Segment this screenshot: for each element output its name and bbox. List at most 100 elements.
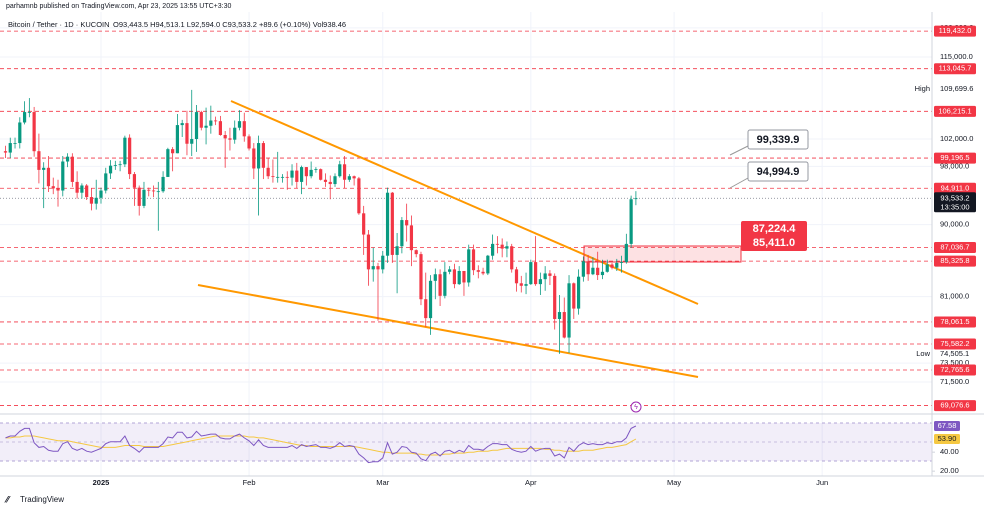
candle-body — [80, 185, 84, 193]
candle-body — [237, 121, 242, 128]
candle-body — [395, 246, 399, 255]
candle-body — [214, 120, 218, 122]
candle-body — [428, 280, 433, 319]
candle-body — [572, 283, 576, 309]
candle-body — [199, 112, 203, 128]
ohlc-line: O93,443.5 H94,513.1 L92,594.0 C93,533.2 … — [113, 20, 346, 29]
candle-body — [223, 135, 227, 139]
y-tick-label: 71,500.0 — [940, 377, 969, 386]
candle-body — [108, 165, 113, 174]
candle-body — [252, 148, 256, 169]
candle-body — [314, 169, 318, 170]
candle-body — [247, 136, 251, 149]
candle-body — [261, 143, 265, 168]
trendline-upper — [230, 100, 699, 305]
level-box — [934, 338, 976, 350]
symbol-title: Bitcoin / Tether · 1D · KUCOIN — [8, 20, 110, 29]
y-tick-label: 115,000.0 — [940, 52, 973, 61]
candle-body — [486, 255, 490, 274]
brand-logo: ⁄⁄ — [4, 494, 12, 504]
candle-body — [42, 167, 46, 170]
candle-body — [495, 243, 499, 245]
callout-box — [747, 129, 809, 150]
candle-body — [123, 137, 127, 165]
candle-body — [548, 273, 552, 276]
candle-body — [381, 255, 385, 270]
y-tick-label: 73,500.0 — [940, 358, 969, 367]
candle-body — [400, 220, 404, 247]
y-tick-label: 90,000.0 — [940, 220, 969, 229]
candle-body — [448, 269, 452, 272]
rsi-value-label: 67.58 — [938, 421, 957, 430]
candle-body — [619, 262, 624, 263]
level-label: 87,036.7 — [940, 242, 969, 251]
candle-body — [204, 125, 208, 128]
candle-body — [467, 249, 471, 283]
last-price-label: 93,533.2 — [940, 193, 969, 202]
x-tick-label: 2025 — [93, 478, 110, 487]
candle-body — [596, 267, 600, 276]
candle-body — [151, 190, 156, 192]
level-box — [934, 25, 976, 37]
level-label: 99,196.5 — [940, 153, 969, 162]
level-label: 78,061.5 — [940, 317, 969, 326]
candle-body — [371, 266, 375, 270]
marker-name: High — [915, 84, 930, 93]
candle-body — [94, 197, 98, 204]
candle-body — [586, 261, 590, 275]
countdown: 13:35:00 — [940, 202, 969, 211]
candle-body — [142, 189, 146, 206]
candle-body — [180, 123, 184, 126]
candle-body — [185, 123, 189, 144]
candle-body — [37, 151, 41, 170]
zone — [583, 245, 742, 263]
candle-body — [132, 174, 137, 188]
candle-body — [481, 271, 485, 274]
candle-body — [271, 176, 275, 178]
candle-body — [137, 187, 141, 206]
level-box — [934, 255, 976, 267]
candle-body — [471, 249, 476, 271]
candle-body — [524, 284, 528, 286]
callout-box — [747, 161, 809, 182]
level-label: 69,076.6 — [940, 401, 969, 410]
candle-body — [576, 276, 581, 309]
candle-body — [113, 164, 117, 166]
level-label: 85,325.8 — [940, 256, 969, 265]
candle-body — [600, 271, 605, 276]
candle-body — [85, 185, 89, 198]
x-tick-label: Apr — [525, 478, 537, 487]
candle-body — [376, 266, 380, 270]
candle-body — [190, 139, 194, 144]
ma-value-label: 53.90 — [938, 434, 957, 443]
candle-body — [233, 127, 237, 140]
candle-body — [443, 271, 447, 296]
candle-body — [333, 176, 337, 185]
candle-body — [218, 121, 222, 136]
callout-pointer — [729, 145, 749, 156]
candle-body — [424, 299, 428, 319]
level-label: 113,045.7 — [939, 64, 972, 73]
level-label: 72,765.6 — [940, 365, 969, 374]
candle-body — [409, 225, 414, 251]
candle-body — [514, 269, 519, 284]
ma-value-box — [934, 433, 960, 444]
candle-body — [433, 274, 437, 281]
candle-body — [634, 198, 638, 200]
publisher: parhamnb published on TradingView.com, A… — [6, 3, 231, 10]
marker-value: 74,505.1 — [940, 349, 969, 358]
candle-body — [285, 176, 289, 178]
candle-body — [166, 149, 170, 177]
candle-body — [519, 283, 523, 286]
candle-body — [624, 243, 628, 263]
candle-body — [338, 164, 342, 177]
candle-body — [438, 274, 442, 296]
y-tick-label: 102,000.0 — [940, 134, 973, 143]
candle-body — [500, 244, 504, 249]
level-box — [934, 182, 976, 194]
event-icon[interactable] — [630, 401, 642, 413]
candle-body — [228, 138, 232, 140]
candle-body — [75, 181, 79, 193]
candle-body — [610, 264, 614, 268]
